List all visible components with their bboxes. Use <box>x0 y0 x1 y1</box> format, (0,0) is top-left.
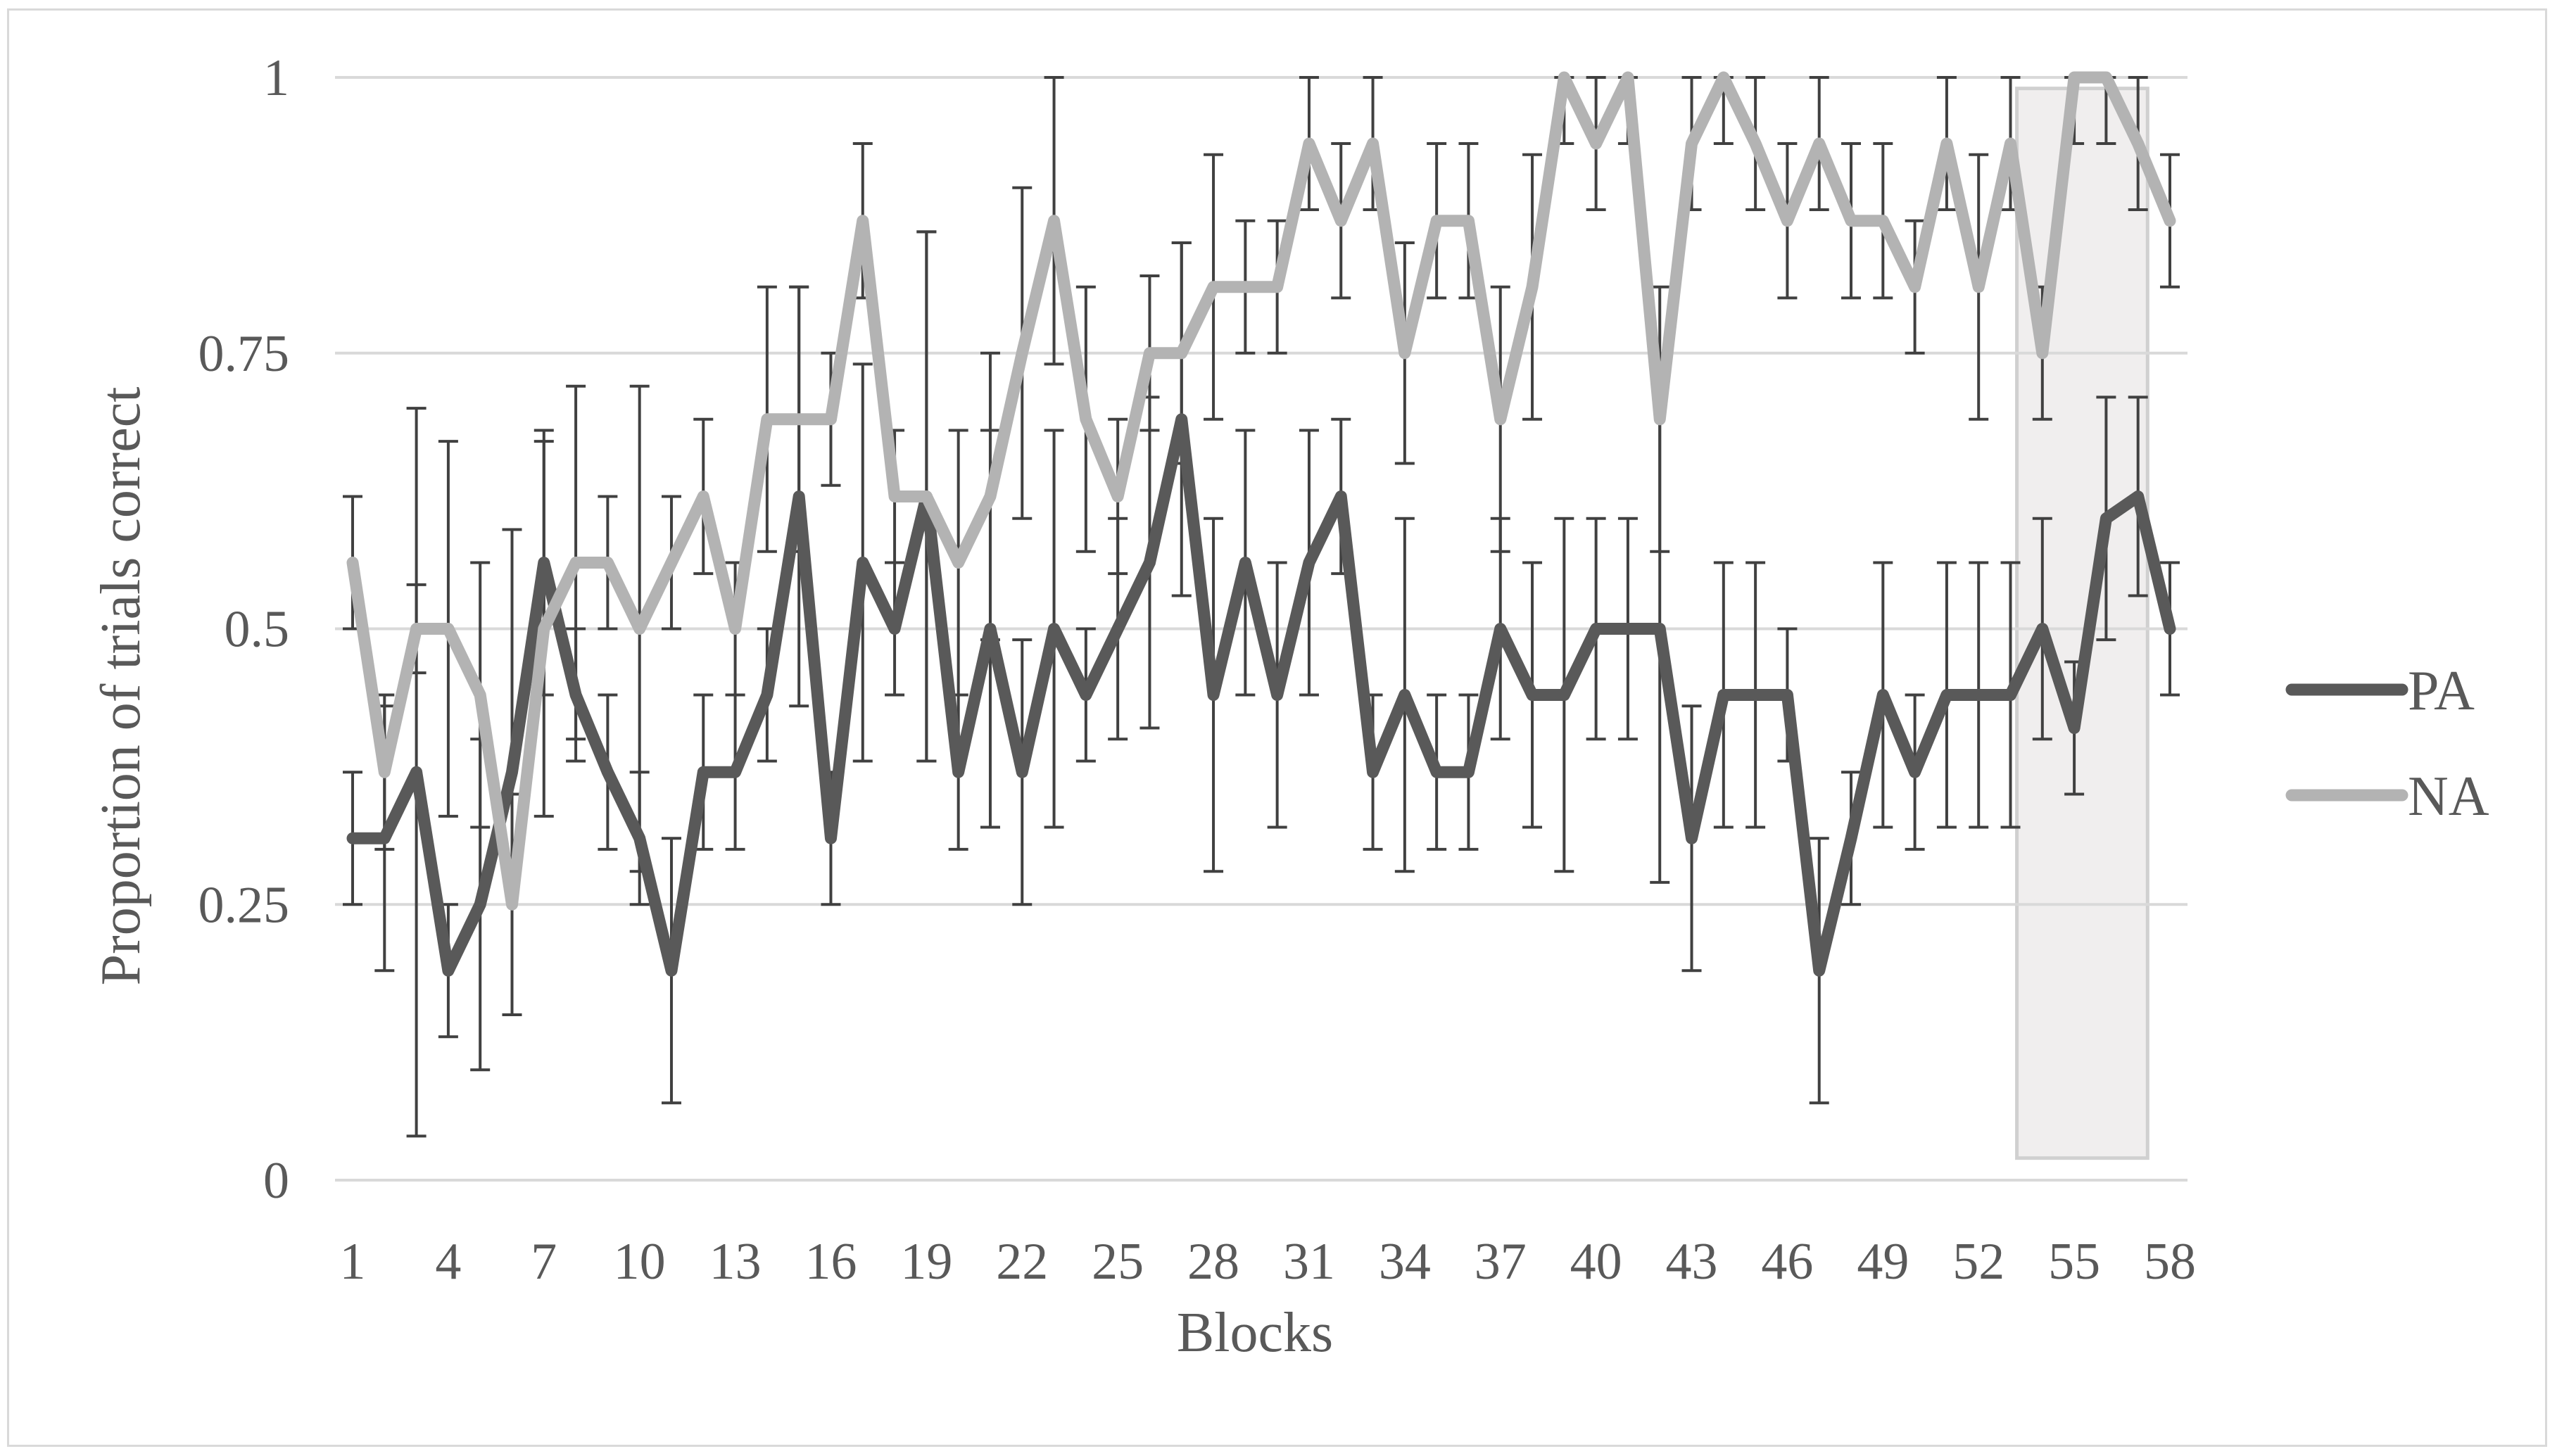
x-tick-label: 31 <box>1283 1233 1335 1291</box>
x-tick-label: 58 <box>2144 1233 2196 1291</box>
x-axis-title: Blocks <box>1177 1302 1333 1364</box>
line-chart: 0 0.25 0.5 0.75 1 1 4 7 10 13 16 19 22 25 28 31 34 37 40 4… <box>90 49 2489 1364</box>
y-tick-label: 0.75 <box>198 325 290 383</box>
x-tick-label: 7 <box>531 1233 557 1291</box>
x-tick-label: 22 <box>996 1233 1048 1291</box>
y-tick-label: 0.5 <box>225 601 290 659</box>
series-line-na <box>346 71 2176 911</box>
x-tick-label: 10 <box>614 1233 666 1291</box>
x-tick-label: 34 <box>1379 1233 1431 1291</box>
x-tick-label: 13 <box>709 1233 762 1291</box>
x-tick-label: 43 <box>1666 1233 1718 1291</box>
y-tick-label: 1 <box>263 49 289 107</box>
x-tick-label: 19 <box>900 1233 952 1291</box>
legend-label-na: NA <box>2408 766 2489 828</box>
x-tick-label: 1 <box>340 1233 366 1291</box>
y-tick-label: 0 <box>263 1152 289 1210</box>
x-tick-label: 28 <box>1187 1233 1239 1291</box>
chart-frame: 0 0.25 0.5 0.75 1 1 4 7 10 13 16 19 22 25 28 31 34 37 40 4… <box>7 8 2547 1447</box>
highlight-region <box>2015 87 2149 1160</box>
legend-label-pa: PA <box>2408 660 2475 722</box>
x-tick-label: 37 <box>1475 1233 1527 1291</box>
series-line-pa <box>346 413 2176 977</box>
x-tick-label: 4 <box>435 1233 461 1291</box>
x-tick-label: 46 <box>1761 1233 1813 1291</box>
x-tick-label: 55 <box>2048 1233 2100 1291</box>
x-tick-label: 40 <box>1570 1233 1622 1291</box>
x-tick-label: 16 <box>804 1233 857 1291</box>
y-axis-title: Proportion of trials correct <box>90 387 152 986</box>
x-tick-label: 49 <box>1857 1233 1909 1291</box>
x-tick-label: 25 <box>1092 1233 1144 1291</box>
y-tick-label: 0.25 <box>198 876 290 934</box>
x-tick-label: 52 <box>1952 1233 2004 1291</box>
